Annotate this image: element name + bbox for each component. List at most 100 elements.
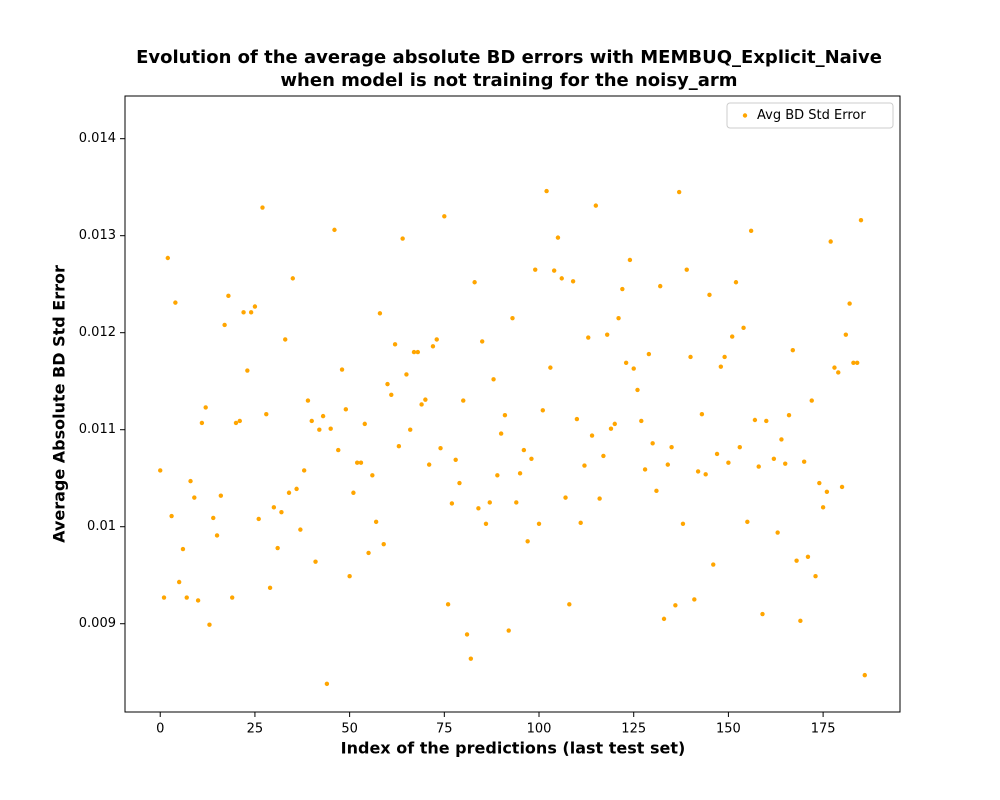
data-point xyxy=(771,456,777,462)
data-point xyxy=(491,377,496,382)
data-point xyxy=(574,416,580,422)
data-point xyxy=(654,488,659,494)
data-point xyxy=(211,515,216,521)
data-point xyxy=(256,516,261,522)
data-point xyxy=(264,411,269,417)
data-point xyxy=(813,573,818,579)
data-point xyxy=(188,478,193,484)
data-point xyxy=(533,267,538,272)
data-point xyxy=(707,292,712,298)
y-tick-label: 0.012 xyxy=(79,325,116,340)
data-point xyxy=(502,412,508,418)
data-point xyxy=(661,616,667,622)
data-point xyxy=(737,444,742,450)
data-point xyxy=(665,462,671,467)
y-tick-label: 0.01 xyxy=(87,519,116,534)
data-point xyxy=(207,622,212,627)
legend-box xyxy=(726,102,894,129)
data-point xyxy=(192,495,197,500)
data-point xyxy=(354,460,360,465)
data-point xyxy=(498,431,504,436)
data-point xyxy=(642,467,648,472)
data-point xyxy=(449,501,455,506)
x-tick-label: 100 xyxy=(527,722,552,737)
data-point xyxy=(658,283,663,289)
data-point xyxy=(267,585,273,591)
data-point xyxy=(711,562,716,567)
data-point xyxy=(555,235,561,240)
data-point xyxy=(245,368,250,373)
data-point xyxy=(195,598,201,603)
data-point xyxy=(567,602,572,607)
data-point xyxy=(854,360,860,365)
data-point xyxy=(718,364,724,369)
data-point xyxy=(347,573,352,579)
y-tick-label: 0.014 xyxy=(79,131,116,146)
data-point xyxy=(839,484,845,490)
data-point xyxy=(165,255,171,261)
data-point xyxy=(779,437,784,442)
x-tick-label: 125 xyxy=(621,722,646,737)
data-point xyxy=(699,411,705,417)
data-point xyxy=(328,426,333,431)
y-tick-label: 0.011 xyxy=(79,422,116,437)
data-point xyxy=(639,418,644,424)
data-point xyxy=(597,496,602,501)
data-point xyxy=(495,473,500,478)
data-point xyxy=(233,420,239,426)
data-point xyxy=(798,618,803,624)
data-point xyxy=(373,519,379,525)
data-point xyxy=(214,533,220,538)
data-point xyxy=(536,521,542,527)
data-point xyxy=(514,500,519,505)
data-point xyxy=(468,656,474,661)
data-point xyxy=(320,413,326,419)
data-point xyxy=(317,427,322,432)
data-point xyxy=(415,349,421,355)
data-point xyxy=(442,214,447,219)
data-point xyxy=(578,520,583,526)
data-point xyxy=(400,236,405,241)
data-point xyxy=(161,595,167,600)
data-point xyxy=(472,280,477,285)
data-point xyxy=(510,315,515,321)
data-point xyxy=(551,268,557,273)
data-point xyxy=(529,456,534,462)
data-point xyxy=(756,464,761,469)
x-axis-label: Index of the predictions (last test set) xyxy=(341,739,686,758)
data-point xyxy=(680,521,686,527)
x-tick-label: 0 xyxy=(156,722,164,737)
data-point xyxy=(620,286,625,292)
data-point xyxy=(294,486,299,492)
data-point xyxy=(623,360,629,365)
data-point xyxy=(733,280,739,285)
data-point xyxy=(741,325,746,331)
data-point xyxy=(540,408,546,413)
data-point xyxy=(669,444,674,450)
data-point xyxy=(695,469,701,474)
data-point xyxy=(351,490,356,495)
data-point xyxy=(305,398,311,403)
data-point xyxy=(824,489,830,494)
y-tick-label: 0.013 xyxy=(79,228,116,243)
data-point xyxy=(820,505,826,510)
data-point xyxy=(434,337,439,342)
data-point xyxy=(745,519,750,525)
data-point xyxy=(275,545,280,551)
data-point xyxy=(631,366,636,371)
data-point xyxy=(343,407,349,412)
data-point xyxy=(457,480,462,486)
data-point xyxy=(828,239,833,244)
data-point xyxy=(313,559,318,564)
data-point xyxy=(438,445,443,451)
data-point xyxy=(158,468,163,473)
data-point xyxy=(559,276,564,281)
data-point xyxy=(408,427,413,432)
data-point xyxy=(676,189,682,195)
data-point xyxy=(673,603,678,608)
data-point xyxy=(748,228,754,234)
data-point xyxy=(684,267,689,272)
data-point xyxy=(461,398,466,403)
data-point xyxy=(604,332,610,337)
